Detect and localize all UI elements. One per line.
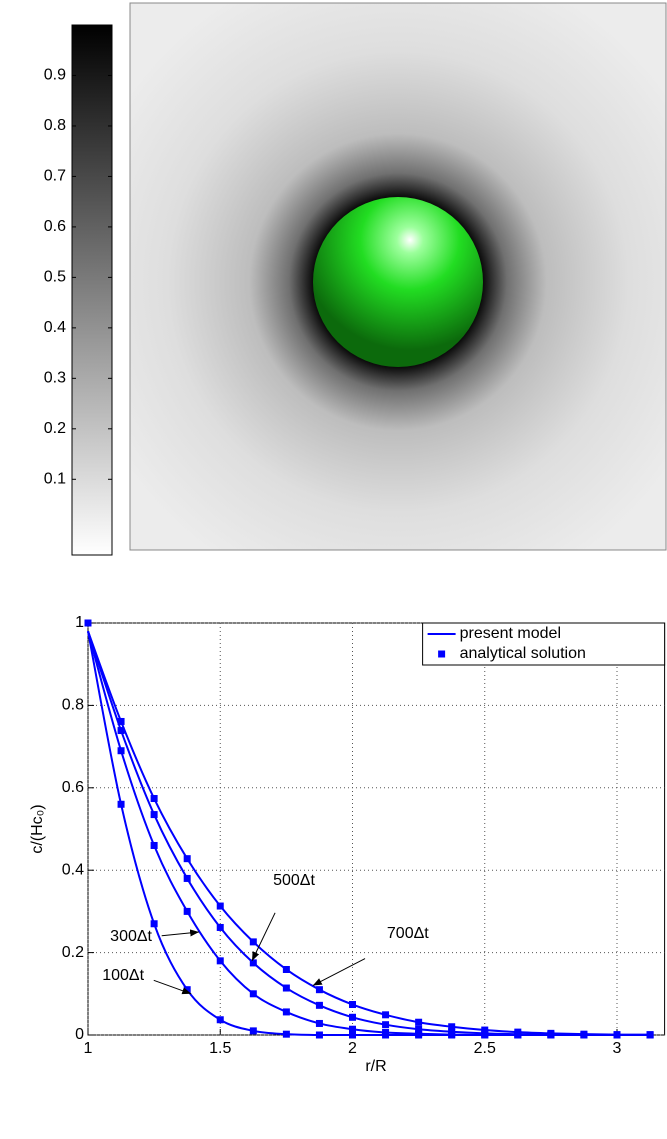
colorbar-tick-label: 0.9 [44, 67, 66, 84]
y-tick-label: 0.6 [62, 779, 84, 796]
analytical-point [282, 984, 290, 992]
analytical-point [415, 1018, 423, 1026]
annotation: 700Δt [387, 925, 429, 942]
x-tick-label: 1 [84, 1040, 93, 1057]
analytical-point [216, 957, 224, 965]
analytical-point [216, 923, 224, 931]
analytical-point [382, 1011, 390, 1019]
legend-marker [438, 650, 446, 658]
legend-label: analytical solution [460, 645, 586, 662]
analytical-point [282, 1030, 290, 1038]
annotation-arrow [251, 912, 276, 962]
analytical-point [547, 1029, 555, 1037]
y-tick-label: 0 [75, 1026, 84, 1043]
analytical-point [249, 990, 257, 998]
analytical-point [613, 1031, 621, 1039]
analytical-point [315, 1031, 323, 1039]
analytical-point [117, 747, 125, 755]
annotation: 500Δt [273, 872, 315, 889]
colorbar-tick-label: 0.5 [44, 269, 66, 286]
analytical-point [150, 811, 158, 819]
y-tick-label: 0.2 [62, 944, 84, 961]
analytical-point [349, 1013, 356, 1021]
x-tick-label: 3 [613, 1040, 622, 1057]
analytical-point [216, 902, 224, 910]
colorbar-tick-label: 0.1 [44, 471, 66, 488]
y-tick-label: 0.4 [62, 861, 84, 878]
analytical-point [282, 1008, 290, 1016]
analytical-point [150, 841, 158, 849]
analytical-point [249, 959, 257, 967]
analytical-point [117, 717, 125, 725]
analytical-point [349, 1025, 356, 1033]
colorbar-tick-label: 0.7 [44, 168, 66, 185]
plot-frame [87, 622, 666, 1036]
analytical-point [150, 920, 158, 928]
colorbar-tick-label: 0.2 [44, 420, 66, 437]
legend-label: present model [460, 625, 561, 642]
colorbar-tick-label: 0.3 [44, 370, 66, 387]
analytical-point [249, 1027, 257, 1035]
annotation-arrow [161, 929, 200, 937]
x-tick-label: 2.5 [474, 1040, 496, 1057]
analytical-point [481, 1026, 489, 1034]
analytical-point [183, 874, 191, 882]
y-tick-label: 0.8 [62, 697, 84, 714]
analytical-point [646, 1031, 654, 1039]
analytical-point [349, 1001, 356, 1009]
x-tick-label: 2 [348, 1040, 357, 1057]
analytical-point [415, 1025, 423, 1033]
analytical-point [315, 986, 323, 994]
analytical-point [448, 1028, 456, 1036]
analytical-point [315, 1019, 323, 1027]
sphere [313, 197, 483, 367]
x-tick-label: 1.5 [209, 1040, 231, 1057]
analytical-point [282, 965, 290, 973]
analytical-point [183, 855, 191, 863]
colorbar-tick-label: 0.6 [44, 218, 66, 235]
analytical-point [382, 1029, 390, 1037]
analytical-point [315, 1001, 323, 1009]
analytical-point [117, 800, 125, 808]
analytical-point [514, 1028, 522, 1036]
colorbar [71, 24, 113, 556]
legend-box [422, 622, 666, 666]
analytical-point [216, 1016, 224, 1024]
analytical-point [84, 619, 92, 627]
annotation: 100Δt [102, 967, 144, 984]
model-curve [87, 630, 651, 1036]
colorbar-tick-label: 0.4 [44, 319, 66, 336]
annotation-arrow [312, 958, 366, 987]
analytical-point [249, 938, 257, 946]
colorbar-tick-label: 0.8 [44, 117, 66, 134]
analytical-point [183, 907, 191, 915]
x-axis-label: r/R [365, 1058, 386, 1075]
analytical-point [117, 727, 125, 735]
annotation: 300Δt [110, 928, 152, 945]
analytical-point [415, 1030, 423, 1038]
analytical-point [150, 795, 158, 803]
analytical-point [349, 1031, 356, 1039]
y-axis-label: c/(Hc₀) [29, 804, 46, 853]
analytical-point [448, 1023, 456, 1031]
analytical-point [580, 1030, 588, 1038]
y-tick-label: 1 [75, 614, 84, 631]
annotation-arrow [153, 979, 192, 995]
analytical-point [382, 1021, 390, 1029]
